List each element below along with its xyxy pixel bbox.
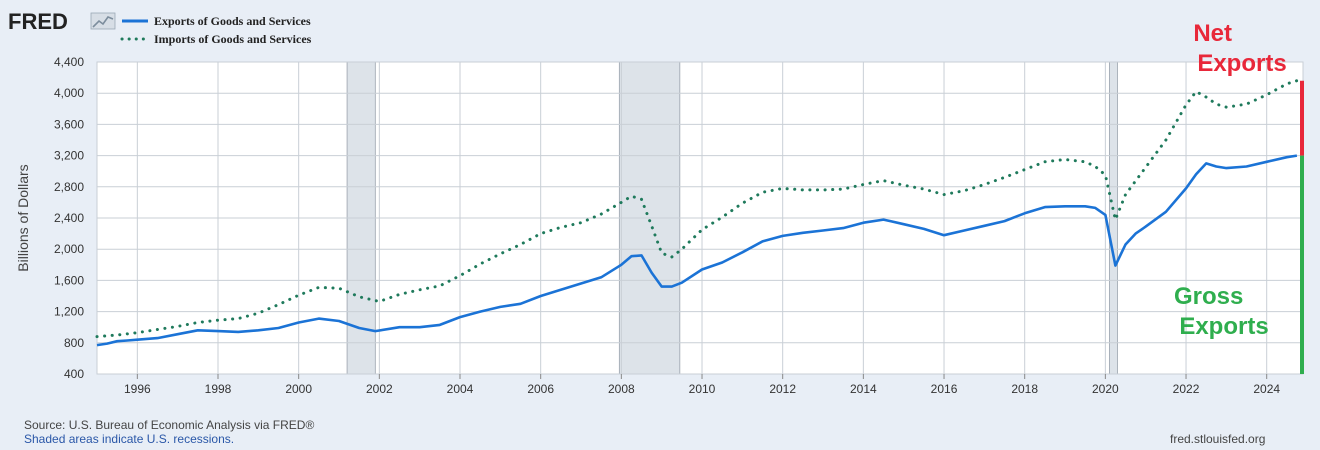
legend-label-exports: Exports of Goods and Services bbox=[154, 14, 311, 28]
x-tick-label-2024: 2024 bbox=[1253, 382, 1280, 396]
x-tick-label-2012: 2012 bbox=[769, 382, 796, 396]
gross-exports-label: Gross Exports bbox=[1174, 283, 1269, 340]
net-exports-label: Net Exports bbox=[1193, 20, 1286, 77]
x-axis-ticks: 1996 1998 2000 2002 2004 2006 2008 2010 2012 2014… bbox=[124, 374, 1280, 396]
x-tick-label-2020: 2020 bbox=[1092, 382, 1119, 396]
gridlines bbox=[96, 61, 1304, 375]
y-tick-label-3200: 3,200 bbox=[54, 149, 84, 163]
y-axis-ticks: 400 800 1,200 1,600 2,000 2,400 2,800 3,200 3,60… bbox=[54, 55, 84, 381]
y-tick-label-4000: 4,000 bbox=[54, 86, 84, 100]
x-tick-label-2006: 2006 bbox=[527, 382, 554, 396]
x-tick-label-2002: 2002 bbox=[366, 382, 393, 396]
y-tick-label-1600: 1,600 bbox=[54, 273, 84, 287]
x-tick-label-1996: 1996 bbox=[124, 382, 151, 396]
y-tick-label-1200: 1,200 bbox=[54, 305, 84, 319]
y-axis-label: Billions of Dollars bbox=[15, 164, 31, 271]
x-tick-label-2016: 2016 bbox=[931, 382, 958, 396]
x-tick-label-2008: 2008 bbox=[608, 382, 635, 396]
series-line-exports bbox=[96, 154, 1298, 347]
y-tick-label-800: 800 bbox=[64, 336, 84, 350]
x-tick-label-2000: 2000 bbox=[285, 382, 312, 396]
y-tick-label-2800: 2,800 bbox=[54, 180, 84, 194]
legend-label-imports: Imports of Goods and Services bbox=[154, 32, 312, 46]
y-tick-label-4400: 4,400 bbox=[54, 55, 84, 69]
site-link[interactable]: fred.stlouisfed.org bbox=[1170, 432, 1266, 446]
y-tick-label-2000: 2,000 bbox=[54, 242, 84, 256]
x-tick-label-2014: 2014 bbox=[850, 382, 877, 396]
x-tick-label-2022: 2022 bbox=[1173, 382, 1200, 396]
x-tick-label-2004: 2004 bbox=[447, 382, 474, 396]
x-tick-label-1998: 1998 bbox=[205, 382, 232, 396]
source-note: Source: U.S. Bureau of Economic Analysis… bbox=[24, 418, 315, 432]
x-tick-label-2010: 2010 bbox=[689, 382, 716, 396]
fred-logo: FRED bbox=[8, 9, 68, 34]
fred-logo-chart-icon bbox=[90, 12, 116, 30]
recession-note[interactable]: Shaded areas indicate U.S. recessions. bbox=[24, 432, 235, 446]
x-tick-label-2018: 2018 bbox=[1011, 382, 1038, 396]
y-tick-label-3600: 3,600 bbox=[54, 117, 84, 131]
y-tick-label-2400: 2,400 bbox=[54, 211, 84, 225]
series-line-imports bbox=[95, 79, 1299, 339]
y-tick-label-400: 400 bbox=[64, 367, 84, 381]
legend: Exports of Goods and Services Imports of… bbox=[120, 14, 312, 46]
